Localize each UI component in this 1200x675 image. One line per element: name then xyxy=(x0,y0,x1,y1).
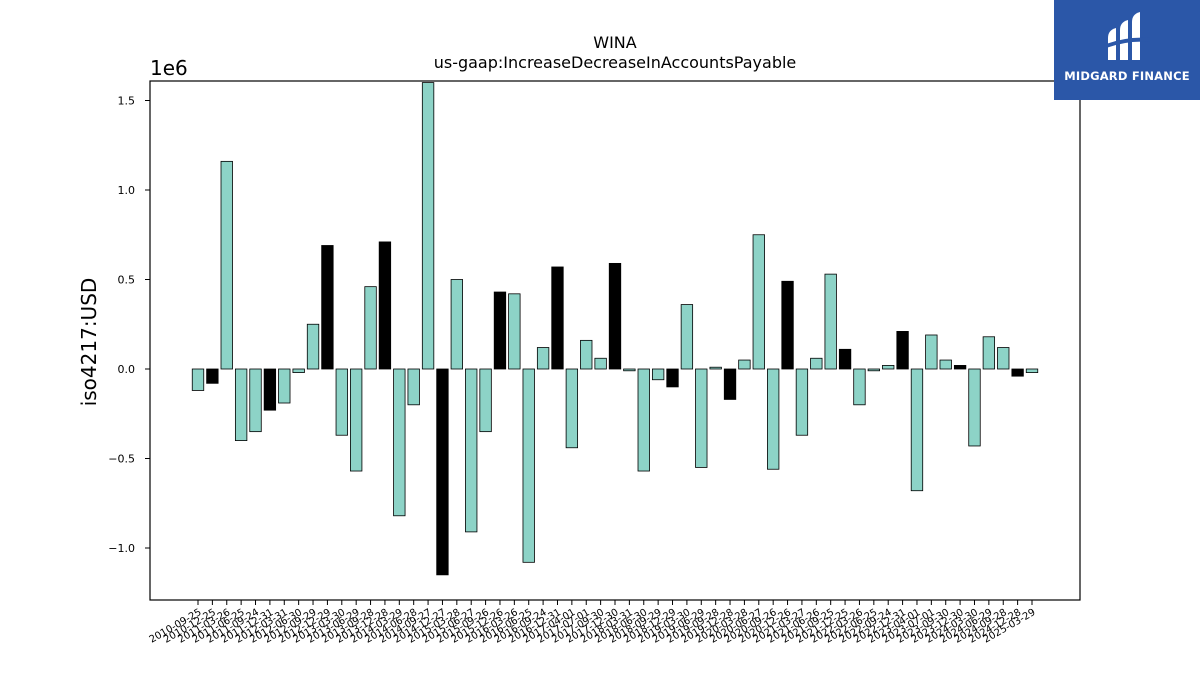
bar xyxy=(292,368,305,373)
bar xyxy=(882,365,895,370)
bar xyxy=(378,241,392,370)
bar xyxy=(608,262,622,370)
bar xyxy=(536,347,550,370)
bar xyxy=(910,368,924,492)
bar xyxy=(968,368,981,447)
bar xyxy=(321,245,334,370)
chart-title: WINA xyxy=(593,33,637,52)
bar xyxy=(364,286,377,370)
bar xyxy=(925,334,938,370)
bar xyxy=(1011,368,1024,377)
y-tick-label: 0.0 xyxy=(118,363,136,376)
bar xyxy=(407,368,420,406)
midgard-m-icon xyxy=(1106,12,1150,60)
bar xyxy=(795,368,809,436)
bar xyxy=(249,368,262,433)
bar xyxy=(479,368,492,433)
bar xyxy=(335,368,348,436)
bar xyxy=(565,368,579,449)
x-axis-ticks: 2010-09-252010-12-252011-03-262011-06-25… xyxy=(148,600,1038,646)
y-axis-ticks: −1.0 −0.5 0.0 0.5 1.0 1.5 xyxy=(108,95,150,555)
bar xyxy=(680,304,694,370)
bar xyxy=(709,366,722,370)
bar xyxy=(651,368,665,381)
bar-series xyxy=(191,82,1039,576)
bar xyxy=(953,365,967,370)
bar xyxy=(781,280,794,370)
bar xyxy=(1025,368,1039,373)
bar xyxy=(695,368,708,468)
bar xyxy=(522,368,535,563)
bar xyxy=(220,160,233,370)
bar xyxy=(867,368,880,372)
midgard-finance-logo: MIDGARD FINANCE xyxy=(1054,0,1200,100)
bar xyxy=(508,293,521,370)
bar xyxy=(580,339,593,370)
y-tick-label: −1.0 xyxy=(108,542,135,555)
bar xyxy=(306,323,320,370)
bar xyxy=(551,266,564,370)
bar xyxy=(723,368,737,400)
bar xyxy=(896,331,909,370)
bar xyxy=(594,357,607,370)
bar xyxy=(853,368,866,406)
bar xyxy=(767,368,780,470)
bar xyxy=(350,368,363,472)
chart-subtitle: us-gaap:IncreaseDecreaseInAccountsPayabl… xyxy=(434,53,797,72)
bar xyxy=(982,336,996,370)
y-tick-label: 1.5 xyxy=(118,95,136,108)
bar xyxy=(263,368,277,411)
bar xyxy=(421,82,435,370)
bar xyxy=(637,368,650,472)
bar xyxy=(191,368,205,391)
bar xyxy=(810,357,823,370)
bar xyxy=(752,234,765,370)
bar xyxy=(393,368,406,517)
y-axis-label: iso4217:USD xyxy=(77,278,101,407)
logo-text: MIDGARD FINANCE xyxy=(1064,69,1190,83)
bar xyxy=(666,368,679,388)
bar xyxy=(838,348,852,370)
bar xyxy=(234,368,248,441)
bar xyxy=(939,359,952,370)
bar xyxy=(450,279,463,370)
plot-frame xyxy=(149,80,1081,601)
bar xyxy=(738,359,751,370)
bar xyxy=(623,368,636,372)
bar xyxy=(278,368,291,404)
bar xyxy=(997,347,1010,370)
y-tick-label: 1.0 xyxy=(118,184,136,197)
bar xyxy=(436,368,449,576)
bar xyxy=(824,273,837,370)
bar xyxy=(465,368,478,533)
y-tick-label: −0.5 xyxy=(108,453,135,466)
bar xyxy=(493,291,507,370)
bar xyxy=(206,368,219,384)
y-tick-label: 0.5 xyxy=(118,274,136,287)
y-multiplier-label: 1e6 xyxy=(150,56,188,80)
